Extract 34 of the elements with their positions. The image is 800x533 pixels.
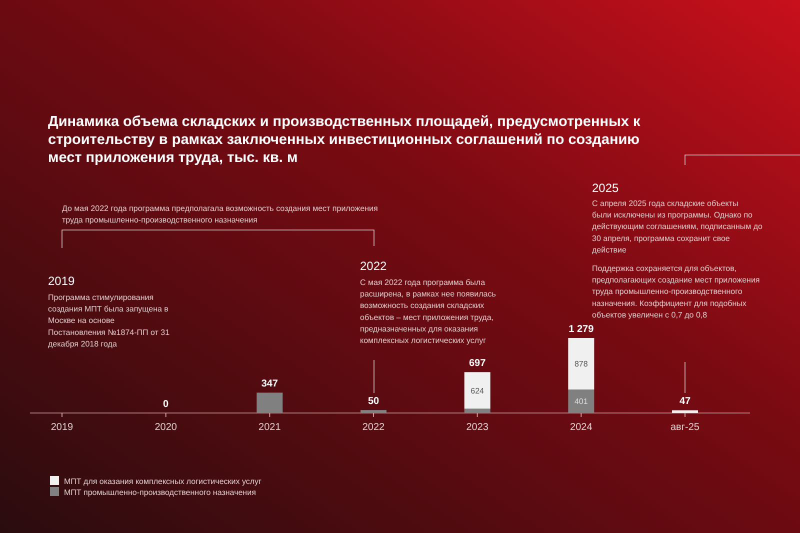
x-tick-label: 2019 — [50, 422, 74, 433]
text: До мая 2022 года программа предполагала возможность создания мест приложения труда промышленно-производственного назначения — [62, 204, 378, 225]
x-tick-label: 2023 — [466, 422, 489, 433]
data-label: 624 — [470, 386, 485, 396]
text: 2022 — [360, 259, 388, 273]
annotation: С мая 2022 года программа была расширена, в рамках нее появилась возможность создания складских объектов – мест приложения труда, предназначенных для оказания комплексных логистических услуг — [360, 278, 496, 345]
text: Поддержка сохраняется для объектов, предполагающих создание мест приложения труда промышленно-производственного назначения. Коэффициент для подобных объектов увеличен с 0,7 до 0,8 — [592, 264, 760, 320]
x-tick-label: авг-25 — [670, 422, 700, 433]
data-label: 878 — [574, 360, 588, 369]
legend-label: МПТ промышленно-производственного назначения — [64, 488, 256, 497]
x-tick-label: 2020 — [154, 422, 178, 433]
text: 2025 — [592, 181, 620, 195]
annotation: Программа стимулирования создания МПТ была запущена в Москве на основе Постановления №1874-ПП от 31 декабря 2018 года — [48, 293, 170, 348]
total-label: 347 — [261, 378, 278, 390]
text: С апреля 2025 года складские объекты были исключены из программы. Однако по действующим соглашениям, подписанным до 30 апреля, программа сохранит свое действие — [592, 199, 764, 254]
bar — [568, 389, 594, 413]
data-label: 401 — [574, 397, 588, 406]
text: 2019 — [48, 274, 76, 288]
chart-title: Динамика объема складских и производственных площадей, предусмотренных к строительству в рамках заключенных инвестиционных соглашений по созданию мест приложения труда, тыс. кв. м — [48, 114, 641, 166]
bar — [464, 372, 490, 409]
bar — [360, 410, 386, 413]
legend-label: МПТ для оказания комплексных логистических услуг — [64, 477, 262, 486]
x-tick-label: 2021 — [258, 422, 282, 433]
total-label: 47 — [679, 396, 691, 408]
x-tick-label: 2022 — [362, 422, 386, 433]
bar — [256, 392, 283, 413]
total-label: 1 279 — [568, 324, 594, 335]
x-tick-label: 2024 — [570, 422, 593, 433]
total-label: 0 — [163, 399, 170, 410]
bar — [672, 410, 698, 413]
total-label: 697 — [468, 358, 486, 370]
total-label: 50 — [368, 396, 380, 408]
bar — [568, 338, 594, 390]
bar — [464, 408, 490, 413]
